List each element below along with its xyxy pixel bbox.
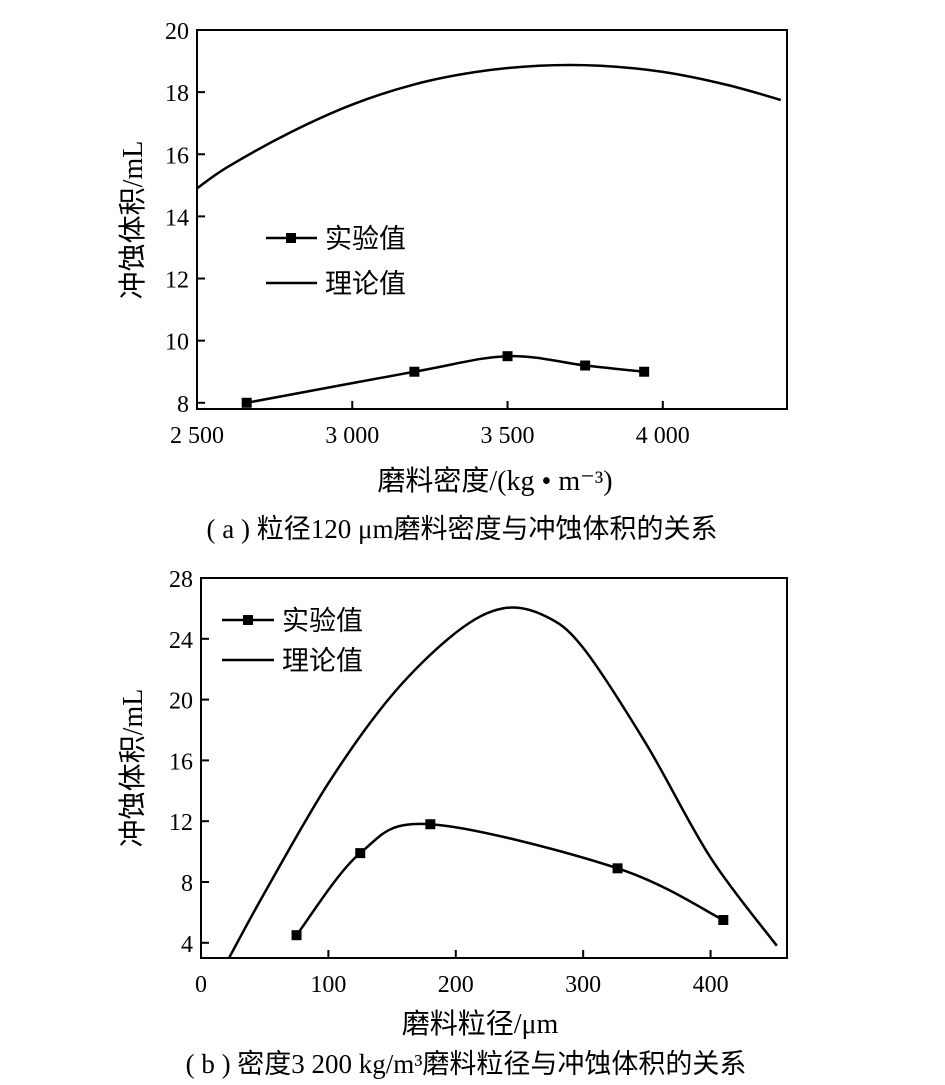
x-tick-label-a-0: 2 500: [170, 423, 224, 449]
series-line-a-1: [196, 63, 782, 190]
x-tick-label-b-3: 300: [565, 972, 601, 998]
x-tick-label-b-1: 100: [310, 972, 346, 998]
caption-b: ( b ) 密度3 200 kg/m³磨料粒径与冲蚀体积的关系: [186, 1049, 747, 1079]
data-point-b-0-3: [612, 863, 623, 874]
y-axis-label-a: 冲蚀体积/mL: [117, 141, 149, 300]
x-tick-label-b-4: 400: [693, 972, 729, 998]
legend-a-marker-1: [286, 233, 296, 243]
y-tick-label-b-3: 16: [169, 749, 193, 775]
chart-a: 8 10 12 14 16 18 20 2 500 3 000 3 500 4 000 实验值 理…: [117, 19, 788, 544]
y-tick-label-a-5: 18: [165, 81, 189, 107]
y-tick-label-a-0: 8: [177, 392, 189, 418]
x-tick-label-b-2: 200: [438, 972, 474, 998]
y-tick-label-a-4: 16: [165, 143, 189, 169]
data-point-b-0-0: [291, 930, 302, 941]
y-tick-label-b-2: 12: [169, 810, 193, 836]
plot-frame-b: [200, 577, 788, 959]
y-axis-label-b: 冲蚀体积/mL: [117, 689, 149, 848]
x-tick-label-a-3: 4 000: [636, 423, 690, 449]
y-tick-label-b-6: 28: [169, 567, 193, 593]
series-group-b: [227, 606, 778, 959]
legend-a-label-2: 理论值: [325, 269, 406, 299]
x-tick-label-a-1: 3 000: [325, 423, 379, 449]
y-tick-label-a-6: 20: [165, 19, 189, 45]
x-tick-label-b-0: 0: [195, 972, 207, 998]
chart-b: 4 8 12 16 20 24 28 0 100 200 300 400 实验值 理论值 冲蚀体积/…: [117, 567, 788, 1079]
legend-b-label-1: 实验值: [282, 606, 363, 636]
data-point-b-0-2: [425, 819, 436, 830]
y-tick-label-a-3: 14: [165, 205, 189, 231]
series-line-a-0: [246, 354, 645, 405]
x-axis-a: 2 500 3 000 3 500 4 000: [170, 401, 690, 449]
data-point-b-0-1: [355, 848, 366, 859]
legend-b-marker-1: [243, 615, 253, 625]
x-axis-b: 0 100 200 300 400: [195, 950, 729, 998]
series-group-a: [196, 63, 782, 408]
x-axis-label-a: 磨料密度/(kg • m⁻³): [377, 465, 612, 497]
y-tick-label-b-1: 8: [181, 871, 193, 897]
y-axis-b: 4 8 12 16 20 24 28: [169, 567, 209, 958]
legend-a-label-1: 实验值: [325, 224, 406, 254]
caption-a: ( a ) 粒径120 μm磨料密度与冲蚀体积的关系: [207, 514, 718, 544]
series-line-b-0: [295, 822, 724, 936]
y-tick-label-b-4: 20: [169, 689, 193, 715]
plot-frame-a: [196, 29, 788, 410]
legend-b-label-2: 理论值: [282, 646, 363, 676]
data-point-a-0-1: [409, 366, 420, 377]
y-tick-label-b-5: 24: [169, 628, 193, 654]
y-tick-label-b-0: 4: [181, 932, 193, 958]
y-tick-label-a-1: 10: [165, 330, 189, 356]
x-tick-label-a-2: 3 500: [481, 423, 535, 449]
data-point-a-0-0: [241, 397, 252, 408]
y-tick-label-a-2: 12: [165, 268, 189, 294]
legend-b: 实验值 理论值: [222, 606, 363, 676]
data-point-b-0-4: [718, 915, 729, 925]
series-line-b-1: [227, 606, 778, 959]
data-point-a-0-4: [639, 366, 650, 377]
y-axis-a: 8 10 12 14 16 18 20: [165, 19, 205, 418]
data-point-a-0-2: [502, 351, 513, 362]
data-point-a-0-3: [580, 360, 591, 371]
x-axis-label-b: 磨料粒径/μm: [402, 1008, 559, 1040]
legend-a: 实验值 理论值: [266, 224, 406, 299]
